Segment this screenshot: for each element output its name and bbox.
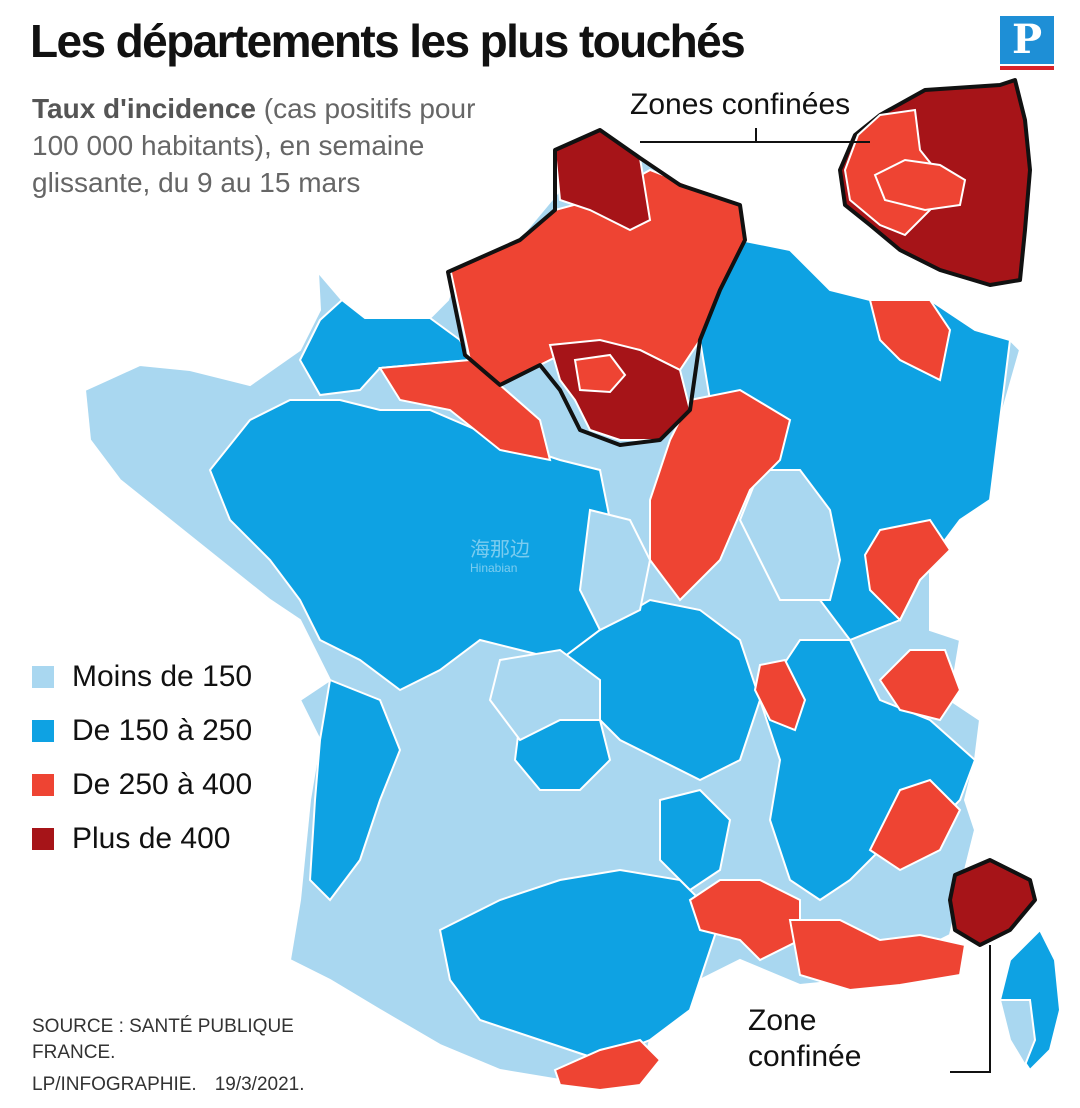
region-burgundy-light — [738, 469, 842, 601]
le-parisien-logo: P — [1000, 16, 1054, 70]
svg-text:Hinabian: Hinabian — [470, 561, 517, 575]
subtitle-rest: (cas positifs pour 100 000 habitants), e… — [32, 93, 476, 198]
map-subtitle: Taux d'incidence (cas positifs pour 100 … — [32, 90, 502, 201]
region-champagne-red — [649, 388, 792, 602]
callout-zone-label-line2: confinée — [748, 1040, 862, 1073]
region-rhone-red — [753, 658, 807, 732]
region-doubs-red — [863, 518, 952, 622]
confined-zone-south-outline — [948, 858, 1037, 947]
callout-line-south — [950, 945, 991, 1073]
region-paris-center-red — [573, 353, 627, 394]
legend: Moins de 150 De 150 à 250 De 250 à 400 P… — [32, 650, 252, 866]
legend-item: Moins de 150 — [32, 650, 252, 704]
callout-zone-label-line1: Zone — [748, 1004, 817, 1037]
legend-label: De 150 à 250 — [72, 714, 253, 747]
region-berry-light — [578, 508, 652, 632]
region-rhone-blue — [659, 788, 732, 892]
legend-label: De 250 à 400 — [72, 768, 253, 801]
legend-swatch — [32, 720, 54, 742]
legend-swatch — [32, 666, 54, 688]
legend-label: Plus de 400 — [72, 822, 231, 855]
region-southwest-blue — [308, 678, 402, 902]
legend-item: De 150 à 250 — [32, 704, 252, 758]
region-moselle-red — [868, 299, 952, 382]
page-title: Les départements les plus touchés — [30, 15, 746, 67]
paris-inset-center-red — [873, 158, 967, 212]
credit-line: LP/INFOGRAPHIE. 19/3/2021. — [32, 1074, 305, 1096]
legend-item: Plus de 400 — [32, 812, 252, 866]
confined-zone-north-outline — [446, 128, 747, 447]
legend-label: Moins de 150 — [72, 660, 253, 693]
legend-swatch — [32, 828, 54, 850]
source-note: SOURCE : SANTÉ PUBLIQUE FRANCE. — [32, 1016, 294, 1063]
svg-text:海那边: 海那边 — [470, 538, 530, 561]
logo-letter: P — [1000, 16, 1054, 64]
credit-date: 19/3/2021. — [214, 1074, 305, 1095]
region-limousin-light — [488, 648, 601, 742]
legend-swatch — [32, 774, 54, 796]
region-south-blue — [438, 868, 722, 1062]
region-drome-red — [868, 778, 962, 872]
subtitle-bold: Taux d'incidence — [32, 93, 256, 124]
callout-line-north — [640, 128, 870, 143]
region-corsica-south — [998, 999, 1037, 1068]
legend-item: De 250 à 400 — [32, 758, 252, 812]
credit-name: LP/INFOGRAPHIE. — [32, 1074, 197, 1095]
region-provence-red — [788, 919, 967, 992]
callout-zones-confinees: Zones confinées — [630, 88, 851, 121]
region-pyrenees-red — [553, 1038, 662, 1092]
hinabian-watermark: 海那边 Hinabian — [470, 538, 530, 575]
logo-underline — [1000, 66, 1054, 70]
region-savoie-red — [878, 649, 962, 722]
